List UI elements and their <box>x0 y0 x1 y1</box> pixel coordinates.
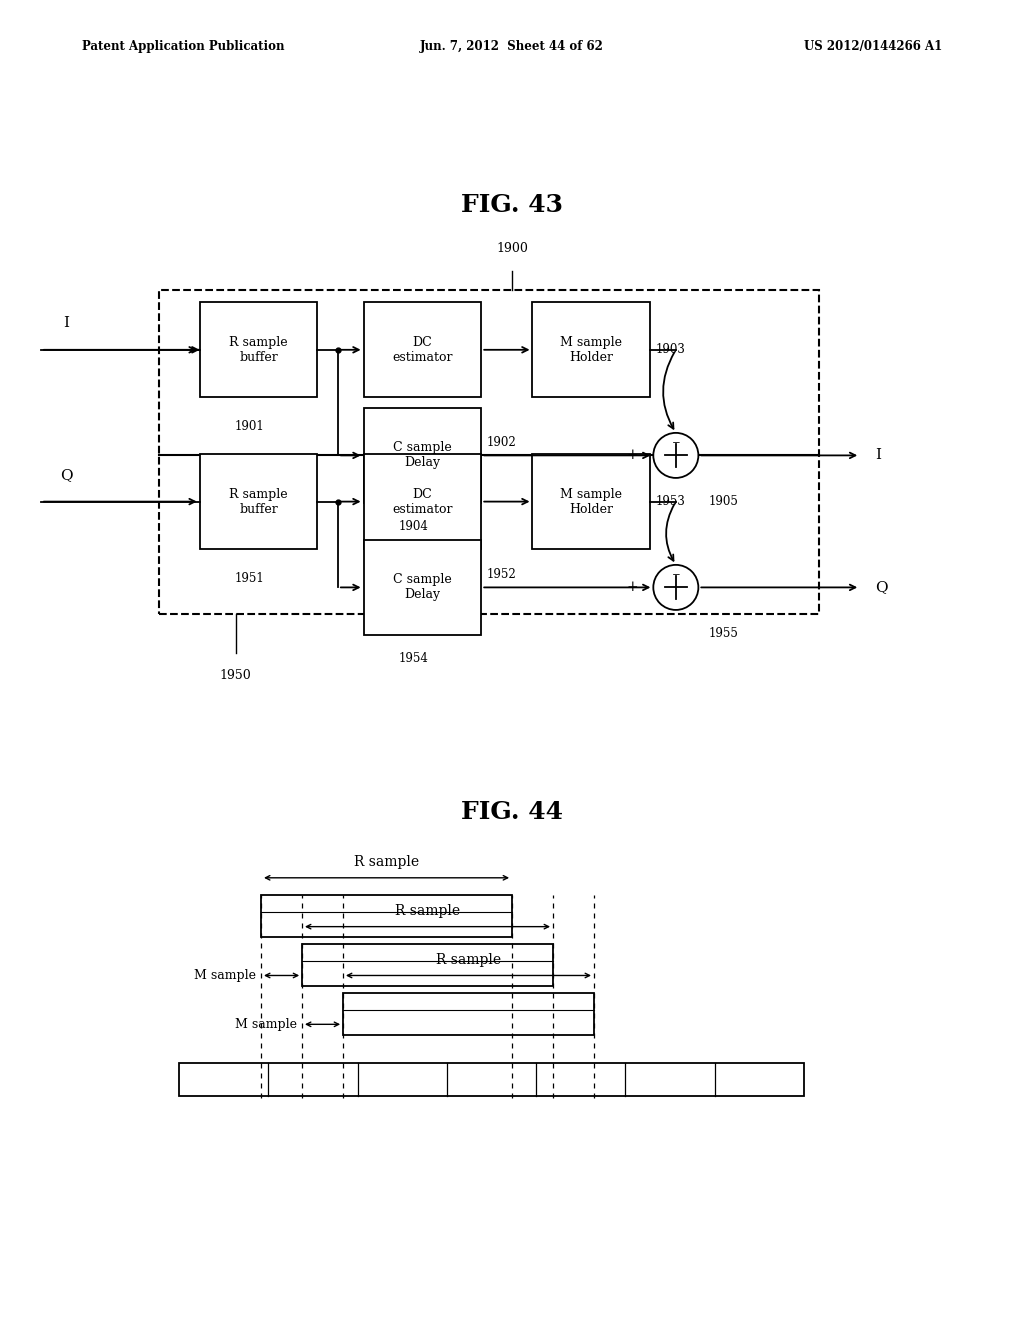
Text: 1952: 1952 <box>486 568 516 581</box>
Text: C sample
Delay: C sample Delay <box>393 573 452 602</box>
Text: 1900: 1900 <box>496 242 528 255</box>
Text: −: − <box>672 570 680 579</box>
Text: R sample: R sample <box>436 953 501 966</box>
Text: −: − <box>672 438 680 447</box>
Bar <box>364 408 481 503</box>
Bar <box>532 454 650 549</box>
Text: DC
estimator: DC estimator <box>392 335 453 364</box>
Text: +: + <box>627 581 638 594</box>
Text: R sample
buffer: R sample buffer <box>229 335 288 364</box>
Text: 1904: 1904 <box>398 520 429 533</box>
Text: R sample
buffer: R sample buffer <box>229 487 288 516</box>
Text: 1902: 1902 <box>486 436 516 449</box>
Bar <box>302 944 553 986</box>
Text: 1901: 1901 <box>236 420 265 433</box>
Text: M sample
Holder: M sample Holder <box>560 335 623 364</box>
Bar <box>343 993 594 1035</box>
Text: 1950: 1950 <box>219 669 252 682</box>
Text: 1955: 1955 <box>709 627 738 640</box>
Bar <box>200 454 317 549</box>
Text: C sample
Delay: C sample Delay <box>393 441 452 470</box>
Ellipse shape <box>653 433 698 478</box>
Bar <box>159 290 819 614</box>
Text: FIG. 44: FIG. 44 <box>461 800 563 824</box>
Text: M sample: M sample <box>234 1018 297 1031</box>
Text: 1905: 1905 <box>709 495 738 508</box>
Ellipse shape <box>653 565 698 610</box>
Text: R sample: R sample <box>354 855 419 869</box>
Bar <box>200 302 317 397</box>
Text: M sample: M sample <box>194 969 256 982</box>
Text: M sample
Holder: M sample Holder <box>560 487 623 516</box>
Bar <box>261 895 512 937</box>
Bar <box>364 302 481 397</box>
Bar <box>532 302 650 397</box>
Text: 1954: 1954 <box>398 652 429 665</box>
Text: I: I <box>63 315 70 330</box>
Text: 1951: 1951 <box>236 572 265 585</box>
Text: Jun. 7, 2012  Sheet 44 of 62: Jun. 7, 2012 Sheet 44 of 62 <box>420 40 604 53</box>
Bar <box>179 1063 804 1096</box>
Text: DC
estimator: DC estimator <box>392 487 453 516</box>
Bar <box>364 454 481 549</box>
Text: Q: Q <box>876 581 888 594</box>
Text: +: + <box>627 449 638 462</box>
Text: I: I <box>876 449 882 462</box>
Text: Q: Q <box>60 467 73 482</box>
Text: 1953: 1953 <box>655 495 685 508</box>
Text: R sample: R sample <box>395 904 460 917</box>
Text: FIG. 43: FIG. 43 <box>461 193 563 216</box>
Bar <box>364 540 481 635</box>
Text: 1903: 1903 <box>655 343 685 356</box>
Text: Patent Application Publication: Patent Application Publication <box>82 40 285 53</box>
Text: US 2012/0144266 A1: US 2012/0144266 A1 <box>804 40 942 53</box>
